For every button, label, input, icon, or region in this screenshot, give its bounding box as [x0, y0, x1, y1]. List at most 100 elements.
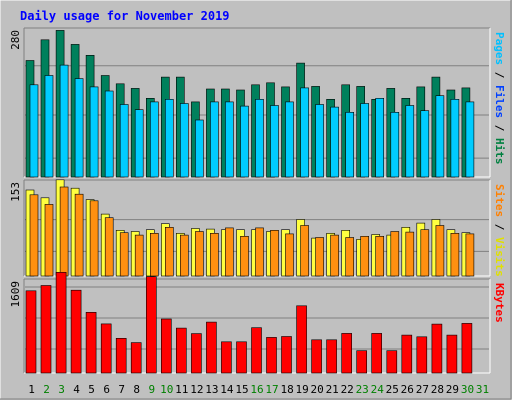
bar-pages-day-17: [270, 105, 279, 178]
bar-sites-day-26: [405, 231, 415, 277]
x-axis-day-labels: 1 2 3 4 5 6 7 8 9 10 11 12 13 14 15 16 17 18 19 20 21 22 23 24 2…: [28, 383, 489, 396]
x-tick-label: 14: [220, 383, 234, 396]
bar-sites-day-14: [225, 227, 234, 277]
bar-kbytes-day-18: [281, 336, 292, 374]
bar-pages-day-12: [195, 119, 204, 178]
series-sites: [29, 186, 475, 277]
bar-sites-day-16: [255, 227, 264, 277]
bar-kbytes-day-20: [311, 339, 322, 374]
x-tick-label: 21: [326, 383, 339, 396]
bar-pages-day-26: [405, 105, 415, 178]
legend-visits_sites: Sites / Visits: [493, 184, 506, 277]
bar-pages-day-5: [89, 86, 99, 178]
bar-pages-day-25: [390, 112, 400, 178]
y-max-label-hits_files_pages: 280: [9, 30, 22, 50]
x-tick-label: 16: [250, 383, 263, 396]
bar-kbytes-day-13: [206, 321, 217, 374]
bar-kbytes-day-12: [191, 333, 202, 374]
x-tick-label: 1: [28, 383, 35, 396]
bar-sites-day-29: [450, 233, 460, 277]
bar-pages-day-21: [330, 106, 339, 178]
bar-sites-day-7: [119, 232, 129, 277]
bar-sites-day-27: [420, 229, 430, 277]
bar-pages-day-8: [134, 109, 144, 178]
bar-sites-day-11: [180, 234, 189, 277]
bar-sites-day-17: [270, 230, 279, 277]
x-tick-label: 29: [446, 383, 459, 396]
bar-pages-day-9: [150, 101, 159, 178]
bar-kbytes-day-7: [115, 337, 127, 374]
x-tick-label: 9: [148, 383, 155, 396]
x-tick-label: 20: [310, 383, 323, 396]
bar-kbytes-day-3: [55, 271, 67, 374]
bar-sites-day-8: [134, 234, 144, 277]
x-tick-label: 23: [356, 383, 369, 396]
bar-pages-day-18: [285, 101, 294, 178]
legend-part-2: Visits: [493, 237, 506, 277]
legend-part-4: Hits: [493, 138, 506, 165]
bar-pages-day-11: [180, 103, 189, 178]
bar-pages-day-22: [345, 112, 355, 178]
x-tick-label: 13: [205, 383, 218, 396]
bar-kbytes-day-5: [85, 311, 97, 374]
bar-pages-day-24: [375, 98, 385, 178]
bar-kbytes-day-25: [386, 350, 398, 374]
bar-pages-day-15: [240, 105, 249, 178]
bar-pages-day-23: [360, 103, 370, 178]
bar-kbytes-day-9: [146, 276, 157, 374]
bar-sites-day-10: [165, 227, 174, 277]
bar-sites-day-30: [465, 233, 475, 277]
bar-kbytes-day-15: [236, 341, 247, 374]
y-max-label-kbytes: 1609: [9, 281, 22, 308]
series-kbytes: [25, 271, 473, 374]
bar-sites-day-4: [74, 193, 84, 277]
bar-pages-day-4: [74, 78, 84, 178]
bar-kbytes-day-11: [176, 327, 187, 374]
bar-sites-day-24: [375, 236, 385, 277]
bar-sites-day-2: [44, 204, 54, 277]
bar-sites-day-22: [345, 237, 355, 277]
bar-pages-day-30: [465, 101, 475, 178]
x-tick-label: 25: [386, 383, 399, 396]
panel-visits_sites: 153 Sites / Visits: [9, 179, 506, 277]
bar-kbytes-day-4: [70, 289, 82, 374]
x-tick-label: 31: [476, 383, 489, 396]
x-tick-label: 28: [431, 383, 444, 396]
bar-kbytes-day-28: [431, 323, 443, 374]
bar-pages-day-1: [29, 84, 39, 178]
bar-kbytes-day-1: [25, 290, 37, 374]
x-tick-label: 2: [43, 383, 50, 396]
chart-panels: 280 Pages / Files / Hits 153 Sites / Visits…: [9, 27, 506, 374]
bar-sites-day-5: [89, 200, 99, 277]
bar-sites-day-1: [29, 194, 39, 277]
bar-kbytes-day-23: [356, 350, 368, 374]
bar-kbytes-day-2: [40, 285, 52, 374]
bar-kbytes-day-30: [461, 323, 473, 374]
bar-pages-day-19: [300, 87, 309, 178]
bar-pages-day-6: [104, 90, 114, 178]
x-tick-label: 7: [118, 383, 125, 396]
panel-hits_files_pages: 280 Pages / Files / Hits: [9, 27, 506, 178]
x-tick-label: 3: [58, 383, 65, 396]
x-tick-label: 11: [175, 383, 188, 396]
legend-part-2: Files: [493, 85, 506, 118]
panel-kbytes: 1609 KBytes: [9, 271, 506, 374]
x-tick-label: 19: [295, 383, 308, 396]
bar-kbytes-day-10: [161, 318, 172, 374]
series-pages: [29, 64, 475, 178]
bar-kbytes-day-6: [100, 323, 112, 374]
x-tick-label: 15: [235, 383, 248, 396]
bar-kbytes-day-24: [371, 333, 383, 374]
x-tick-label: 30: [461, 383, 474, 396]
x-tick-label: 6: [103, 383, 110, 396]
bar-sites-day-18: [285, 233, 294, 277]
legend-part-0: Sites: [493, 184, 506, 217]
bar-pages-day-29: [450, 99, 460, 178]
legend-part-1: /: [493, 217, 506, 237]
bar-sites-day-19: [300, 225, 309, 277]
legend-part-0: KBytes: [493, 283, 506, 323]
bar-sites-day-20: [315, 237, 324, 277]
x-tick-label: 12: [190, 383, 203, 396]
bar-pages-day-27: [420, 110, 430, 178]
